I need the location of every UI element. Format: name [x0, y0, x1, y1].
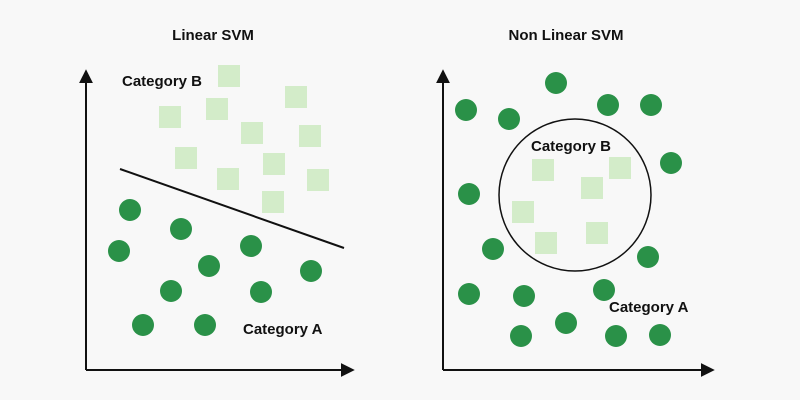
non-linear-svm-title: Non Linear SVM — [508, 27, 623, 44]
category-a-dot — [198, 255, 220, 277]
category-a-dot — [250, 281, 272, 303]
category-a-dot — [605, 325, 627, 347]
category-a-dot — [498, 108, 520, 130]
non-linear-category-b-points — [512, 157, 631, 254]
category-b-square — [512, 201, 534, 223]
category-a-dot — [482, 238, 504, 260]
category-a-dot — [640, 94, 662, 116]
non-linear-decision-boundary — [498, 118, 652, 272]
linear-svm-panel: Linear SVM Category B Category A — [79, 27, 355, 377]
linear-category-b-points — [159, 65, 329, 213]
category-a-dot — [458, 283, 480, 305]
category-a-dot — [510, 325, 532, 347]
category-b-square — [307, 169, 329, 191]
category-b-square — [206, 98, 228, 120]
category-a-dot — [660, 152, 682, 174]
category-b-square — [285, 86, 307, 108]
category-a-dot — [194, 314, 216, 336]
category-a-dot — [132, 314, 154, 336]
category-b-square — [218, 65, 240, 87]
category-b-square — [159, 106, 181, 128]
category-b-square — [175, 147, 197, 169]
category-b-square — [299, 125, 321, 147]
category-b-square — [262, 191, 284, 213]
linear-svm-title: Linear SVM — [172, 27, 254, 44]
category-b-square — [586, 222, 608, 244]
category-a-dot — [455, 99, 477, 121]
non-linear-category-b-label: Category B — [531, 138, 611, 155]
category-a-dot — [458, 183, 480, 205]
category-a-dot — [513, 285, 535, 307]
category-b-square — [217, 168, 239, 190]
category-a-dot — [170, 218, 192, 240]
category-b-square — [581, 177, 603, 199]
linear-category-a-points — [108, 199, 322, 336]
linear-category-a-label: Category A — [243, 321, 323, 338]
category-a-dot — [300, 260, 322, 282]
category-a-dot — [108, 240, 130, 262]
category-a-dot — [593, 279, 615, 301]
non-linear-category-a-label: Category A — [609, 299, 689, 316]
category-a-dot — [545, 72, 567, 94]
category-a-dot — [555, 312, 577, 334]
category-a-dot — [240, 235, 262, 257]
linear-decision-boundary — [119, 168, 345, 249]
category-a-dot — [637, 246, 659, 268]
category-a-dot — [597, 94, 619, 116]
category-b-square — [609, 157, 631, 179]
category-b-square — [532, 159, 554, 181]
category-a-dot — [160, 280, 182, 302]
non-linear-svm-panel: Non Linear SVM Category B Category A — [436, 27, 715, 377]
category-a-dot — [119, 199, 141, 221]
category-a-dot — [649, 324, 671, 346]
category-b-square — [241, 122, 263, 144]
category-b-square — [263, 153, 285, 175]
non-linear-category-a-points — [455, 72, 682, 347]
linear-category-b-label: Category B — [122, 73, 202, 90]
category-b-square — [535, 232, 557, 254]
